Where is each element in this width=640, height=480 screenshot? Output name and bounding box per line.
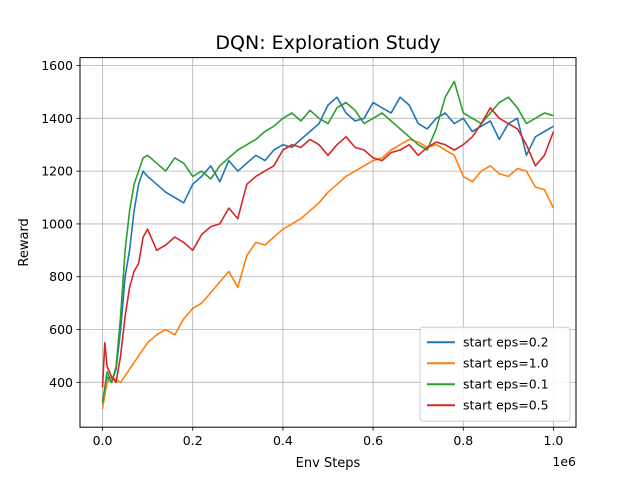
- series-line-0: [101, 96, 554, 401]
- y-tick-label: 1600: [41, 58, 73, 73]
- legend-label-1: start eps=1.0: [463, 356, 549, 371]
- y-axis: 400 600 800 1000 1200 1400 1600: [41, 58, 80, 390]
- x-tick-label: 0.2: [183, 433, 203, 448]
- y-tick-label: 1400: [41, 111, 73, 126]
- legend: start eps=0.2 start eps=1.0 start eps=0.1 s…: [419, 326, 571, 422]
- x-tick-label: 1.0: [544, 433, 564, 448]
- x-tick-label: 0.0: [93, 433, 113, 448]
- x-axis: 0.0 0.2 0.4 0.6 0.8 1.0: [93, 427, 564, 448]
- y-tick-label: 600: [49, 322, 73, 337]
- x-tick-label: 0.8: [453, 433, 473, 448]
- series-group: [101, 80, 555, 409]
- chart-title: DQN: Exploration Study: [215, 32, 440, 54]
- x-axis-label: Env Steps: [296, 456, 361, 471]
- x-offset-label: 1e6: [552, 454, 576, 469]
- y-axis-label: Reward: [17, 218, 32, 266]
- legend-box: [419, 326, 571, 422]
- y-tick-label: 1000: [41, 216, 73, 231]
- x-tick-label: 0.6: [363, 433, 383, 448]
- plot-frame: [79, 57, 577, 428]
- y-tick-label: 800: [49, 269, 73, 284]
- y-tick-label: 1200: [41, 164, 73, 179]
- legend-label-2: start eps=0.1: [463, 377, 549, 392]
- series-line-1: [101, 138, 555, 409]
- x-tick-label: 0.4: [273, 433, 293, 448]
- series-line-3: [101, 107, 555, 388]
- legend-label-0: start eps=0.2: [463, 335, 549, 350]
- series-line-2: [101, 80, 554, 404]
- y-tick-label: 400: [49, 375, 73, 390]
- legend-label-3: start eps=0.5: [463, 398, 549, 413]
